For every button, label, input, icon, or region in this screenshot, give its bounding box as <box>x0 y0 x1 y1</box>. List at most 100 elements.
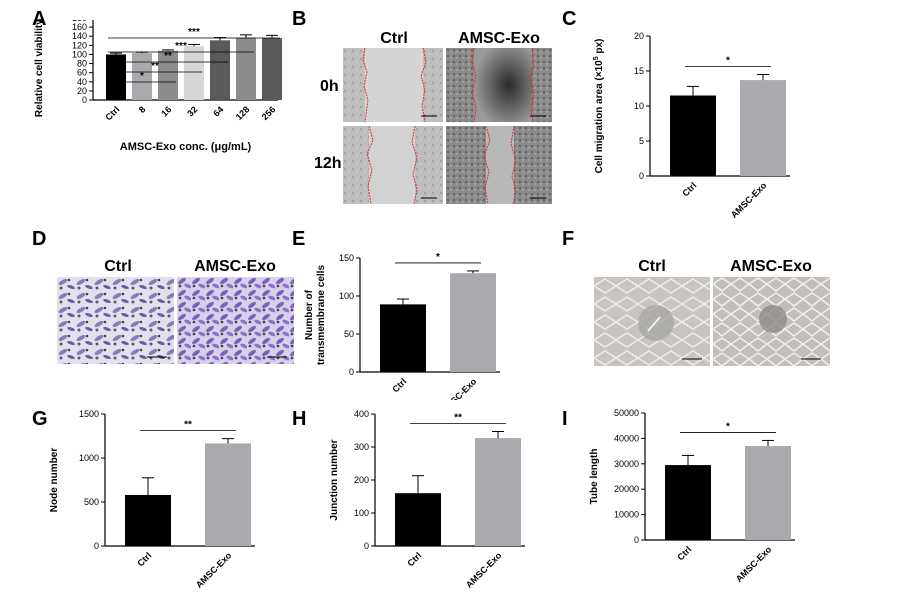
panel-letter-e: E <box>292 228 306 250</box>
chart-g-significance-label: ** <box>184 420 192 431</box>
chart-i-ytick-label: 30000 <box>614 459 639 469</box>
chart-a-ytick-label: 80 <box>77 59 87 69</box>
panel-letter-c: C <box>562 8 577 30</box>
chart-c-migration-area: 0 5 10 15 20 Ctrl AMSC-Exo * Cell migration area… <box>593 31 790 220</box>
chart-e-significance-label: * <box>436 252 440 263</box>
chart-h-ytick-label: 200 <box>354 475 369 485</box>
chart-e-ylabel: Number of <box>304 289 315 340</box>
chart-a-cell-viability: 020406080100120140160180 Ctrl 8 16 32 64 128 25… <box>34 20 282 153</box>
chart-h-significance-label: ** <box>454 412 462 423</box>
chart-c-ylabel: Cell migration area (×105 px) <box>593 39 605 174</box>
panel-letter-a: A <box>32 8 47 30</box>
chart-a-ytick-label: 100 <box>72 49 87 59</box>
chart-a-category-label: Ctrl <box>103 104 121 122</box>
chart-a-significance-label: * <box>140 71 144 82</box>
chart-g-ytick-label: 500 <box>84 497 99 507</box>
chart-a-category-label: 128 <box>234 104 252 122</box>
chart-a-significance-label: ** <box>151 61 159 72</box>
chart-a-category-label: 16 <box>159 104 173 118</box>
chart-g-category-label: Ctrl <box>135 550 153 568</box>
chart-g-ytick-label: 1000 <box>79 453 99 463</box>
chart-h-ytick-label: 0 <box>364 541 369 551</box>
chart-a-significance-label: *** <box>188 27 200 38</box>
chart-h-ytick-label: 400 <box>354 409 369 419</box>
chart-g-bar <box>125 494 171 546</box>
panel-letter-f: F <box>562 228 575 250</box>
chart-c-ytick-label: 15 <box>634 66 644 76</box>
chart-g-bar <box>205 443 251 546</box>
chart-e-ytick-label: 50 <box>344 329 354 339</box>
chart-e-ylabel: transmembrane cells <box>316 265 327 365</box>
chart-h-category-label: AMSC-Exo <box>464 550 504 590</box>
chart-i-ytick-label: 20000 <box>614 484 639 494</box>
chart-a-ytick-label: 140 <box>72 31 87 41</box>
chart-a-bar <box>210 40 230 100</box>
f-header-amsc-exo: AMSC-Exo <box>730 258 812 275</box>
chart-a-category-label: 8 <box>137 104 148 115</box>
f-header-ctrl: Ctrl <box>638 258 666 275</box>
chart-e-ytick-label: 100 <box>339 291 354 301</box>
chart-i-category-label: AMSC-Exo <box>734 544 774 584</box>
chart-i-tube-length: 0 10000 20000 30000 40000 50000 Ctrl AMSC-Exo * T… <box>589 408 795 584</box>
chart-i-ytick-label: 50000 <box>614 408 639 418</box>
chart-i-category-label: Ctrl <box>675 544 693 562</box>
chart-a-ytick-label: 120 <box>72 40 87 50</box>
chart-h-ylabel: Junction number <box>329 439 340 520</box>
chart-e-category-label: AMSC-Exo <box>439 376 479 400</box>
b-header-ctrl: Ctrl <box>380 30 408 47</box>
chart-g-node-number: 0 500 1000 1500 Ctrl AMSC-Exo ** Node number <box>49 409 255 590</box>
chart-c-bar <box>670 95 716 176</box>
d-header-amsc-exo: AMSC-Exo <box>194 258 276 275</box>
chart-e-bar <box>380 304 426 372</box>
micrograph-d-ctrl <box>57 277 174 364</box>
chart-e-ytick-label: 0 <box>349 367 354 377</box>
chart-g-ylabel: Node number <box>49 448 60 513</box>
micrograph-f-amsc-exo <box>713 277 830 366</box>
chart-h-junction-number: 0 100 200 300 400 Ctrl AMSC-Exo ** Junction numb… <box>329 409 525 590</box>
chart-i-bar <box>745 446 791 540</box>
chart-c-ytick-label: 20 <box>634 31 644 41</box>
micrograph-b-amsc-exo-0h <box>446 48 552 122</box>
b-header-amsc-exo: AMSC-Exo <box>458 30 540 47</box>
b-row-label-0h: 0h <box>320 78 339 95</box>
chart-c-bar <box>740 80 786 176</box>
chart-a-ytick-label: 20 <box>77 86 87 96</box>
chart-a-ytick-label: 0 <box>82 95 87 105</box>
micrograph-d-amsc-exo <box>177 277 294 364</box>
chart-e-ytick-label: 150 <box>339 253 354 263</box>
chart-a-category-label: 256 <box>260 104 278 122</box>
chart-a-ytick-label: 40 <box>77 77 87 87</box>
chart-h-bar <box>395 493 441 546</box>
chart-h-category-label: Ctrl <box>405 550 423 568</box>
chart-c-ytick-label: 10 <box>634 101 644 111</box>
chart-a-ytick-label: 180 <box>72 20 87 23</box>
b-row-label-12h: 12h <box>314 155 342 172</box>
panel-letter-b: B <box>292 8 307 30</box>
panel-letter-i: I <box>562 408 568 430</box>
chart-e-bar <box>450 273 496 372</box>
chart-c-category-label: Ctrl <box>680 180 698 198</box>
chart-i-ylabel: Tube length <box>589 449 600 505</box>
chart-c-ytick-label: 5 <box>639 136 644 146</box>
chart-a-bar <box>132 53 152 100</box>
chart-i-ytick-label: 0 <box>634 535 639 545</box>
chart-g-category-label: AMSC-Exo <box>194 550 234 590</box>
chart-a-bar <box>158 50 178 100</box>
chart-h-ytick-label: 300 <box>354 442 369 452</box>
chart-c-significance-label: * <box>726 56 730 67</box>
chart-a-significance-label: ** <box>164 51 172 62</box>
micrograph-f-ctrl <box>594 277 710 366</box>
micrograph-b-ctrl-0h <box>343 48 443 122</box>
chart-a-bar <box>184 46 204 100</box>
micrograph-b-ctrl-12h <box>343 126 443 204</box>
chart-a-ylabel: Relative cell viability (%) <box>34 20 45 117</box>
chart-a-significance-label: *** <box>175 41 187 52</box>
panel-letter-d: D <box>32 228 47 250</box>
chart-h-ytick-label: 100 <box>354 508 369 518</box>
chart-a-bar <box>236 37 256 100</box>
chart-g-ytick-label: 1500 <box>79 409 99 419</box>
chart-a-category-label: 64 <box>211 104 225 118</box>
chart-a-ytick-label: 160 <box>72 22 87 32</box>
chart-a-ytick-label: 60 <box>77 68 87 78</box>
chart-c-ytick-label: 0 <box>639 171 644 181</box>
